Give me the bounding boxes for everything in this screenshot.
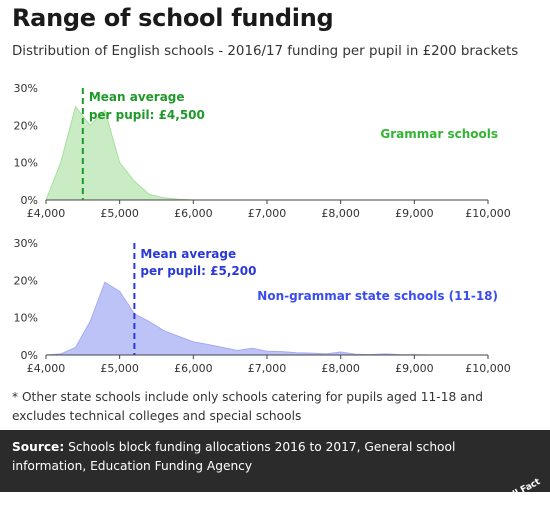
y-tick-label: 30% (14, 237, 38, 250)
x-tick-label: £4,000 (27, 207, 66, 220)
source-body: Schools block funding allocations 2016 t… (12, 440, 456, 473)
page-title: Range of school funding (12, 4, 334, 32)
full-fact-logo: Full Fact (501, 477, 542, 505)
x-tick-label: £6,000 (174, 207, 213, 220)
x-tick-label: £10,000 (465, 207, 511, 220)
x-tick-label: £5,000 (100, 207, 139, 220)
source-label: Source: (12, 440, 65, 454)
footer: Source: Schools block funding allocation… (0, 430, 550, 505)
y-tick-label: 0% (21, 349, 38, 362)
x-tick-label: £4,000 (27, 362, 66, 375)
charts-area: 0% 10% 20% 30% £4,000 £5,000 £6,000 £7,000 £8,00… (14, 82, 511, 375)
mean-label: Mean average (89, 90, 185, 104)
x-tick-label: £7,000 (248, 207, 287, 220)
footnote: * Other state schools include only schoo… (12, 390, 484, 423)
y-tick-label: 20% (14, 119, 38, 132)
x-tick-label: £5,000 (100, 362, 139, 375)
mean-label: per pupil: £5,200 (140, 264, 256, 278)
x-tick-label: £9,000 (395, 207, 434, 220)
source-text: Source: Schools block funding allocation… (12, 438, 492, 476)
y-tick-label: 30% (14, 82, 38, 95)
y-tick-label: 10% (14, 312, 38, 325)
y-tick-label: 0% (21, 194, 38, 207)
x-tick-label: £8,000 (321, 207, 360, 220)
y-tick-label: 10% (14, 157, 38, 170)
x-tick-label: £7,000 (248, 362, 287, 375)
mean-label: per pupil: £4,500 (89, 108, 205, 122)
y-tick-label: 20% (14, 274, 38, 287)
mean-label: Mean average (140, 247, 236, 261)
x-tick-label: £6,000 (174, 362, 213, 375)
x-tick-label: £9,000 (395, 362, 434, 375)
page-subtitle: Distribution of English schools - 2016/1… (12, 44, 519, 59)
series-label: Grammar schools (380, 127, 498, 141)
series-label: Non-grammar state schools (11-18) (257, 289, 498, 303)
x-tick-label: £8,000 (321, 362, 360, 375)
x-tick-label: £10,000 (465, 362, 511, 375)
